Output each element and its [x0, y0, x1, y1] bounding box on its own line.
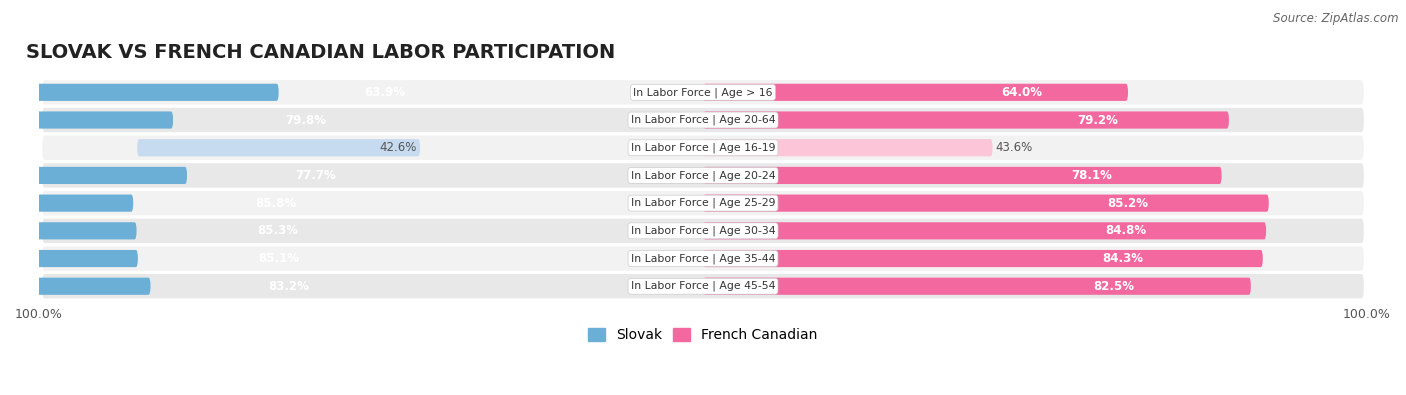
Text: In Labor Force | Age 25-29: In Labor Force | Age 25-29	[631, 198, 775, 209]
Legend: Slovak, French Canadian: Slovak, French Canadian	[583, 323, 823, 348]
FancyBboxPatch shape	[42, 274, 1364, 298]
Text: 64.0%: 64.0%	[1001, 86, 1042, 99]
Text: 83.2%: 83.2%	[269, 280, 309, 293]
FancyBboxPatch shape	[703, 111, 1229, 129]
Text: In Labor Force | Age 30-34: In Labor Force | Age 30-34	[631, 226, 775, 236]
FancyBboxPatch shape	[703, 139, 993, 156]
FancyBboxPatch shape	[42, 246, 1364, 271]
Text: 84.3%: 84.3%	[1102, 252, 1143, 265]
FancyBboxPatch shape	[703, 250, 1263, 267]
FancyBboxPatch shape	[42, 135, 1364, 160]
FancyBboxPatch shape	[42, 108, 1364, 132]
Text: In Labor Force | Age > 16: In Labor Force | Age > 16	[633, 87, 773, 98]
FancyBboxPatch shape	[0, 84, 278, 101]
Text: 79.8%: 79.8%	[285, 113, 326, 126]
FancyBboxPatch shape	[703, 222, 1267, 239]
Text: Source: ZipAtlas.com: Source: ZipAtlas.com	[1274, 12, 1399, 25]
Text: In Labor Force | Age 45-54: In Labor Force | Age 45-54	[631, 281, 775, 292]
Text: 78.1%: 78.1%	[1071, 169, 1112, 182]
FancyBboxPatch shape	[138, 139, 420, 156]
FancyBboxPatch shape	[0, 222, 136, 239]
Text: 85.3%: 85.3%	[257, 224, 298, 237]
FancyBboxPatch shape	[703, 278, 1251, 295]
FancyBboxPatch shape	[42, 80, 1364, 105]
Text: In Labor Force | Age 16-19: In Labor Force | Age 16-19	[631, 143, 775, 153]
Text: 42.6%: 42.6%	[380, 141, 416, 154]
Text: 84.8%: 84.8%	[1105, 224, 1146, 237]
Text: 82.5%: 82.5%	[1094, 280, 1135, 293]
FancyBboxPatch shape	[703, 84, 1128, 101]
FancyBboxPatch shape	[0, 194, 134, 212]
Text: SLOVAK VS FRENCH CANADIAN LABOR PARTICIPATION: SLOVAK VS FRENCH CANADIAN LABOR PARTICIP…	[25, 43, 614, 62]
FancyBboxPatch shape	[0, 111, 173, 129]
FancyBboxPatch shape	[42, 163, 1364, 188]
Text: 85.2%: 85.2%	[1107, 197, 1147, 210]
FancyBboxPatch shape	[0, 250, 138, 267]
Text: In Labor Force | Age 35-44: In Labor Force | Age 35-44	[631, 253, 775, 264]
FancyBboxPatch shape	[0, 167, 187, 184]
Text: 79.2%: 79.2%	[1077, 113, 1118, 126]
Text: 77.7%: 77.7%	[295, 169, 336, 182]
FancyBboxPatch shape	[42, 219, 1364, 243]
Text: In Labor Force | Age 20-64: In Labor Force | Age 20-64	[631, 115, 775, 125]
FancyBboxPatch shape	[42, 191, 1364, 215]
Text: 85.8%: 85.8%	[254, 197, 297, 210]
Text: 43.6%: 43.6%	[995, 141, 1033, 154]
FancyBboxPatch shape	[703, 194, 1268, 212]
FancyBboxPatch shape	[703, 167, 1222, 184]
FancyBboxPatch shape	[0, 278, 150, 295]
Text: 63.9%: 63.9%	[364, 86, 405, 99]
Text: In Labor Force | Age 20-24: In Labor Force | Age 20-24	[631, 170, 775, 181]
Text: 85.1%: 85.1%	[259, 252, 299, 265]
